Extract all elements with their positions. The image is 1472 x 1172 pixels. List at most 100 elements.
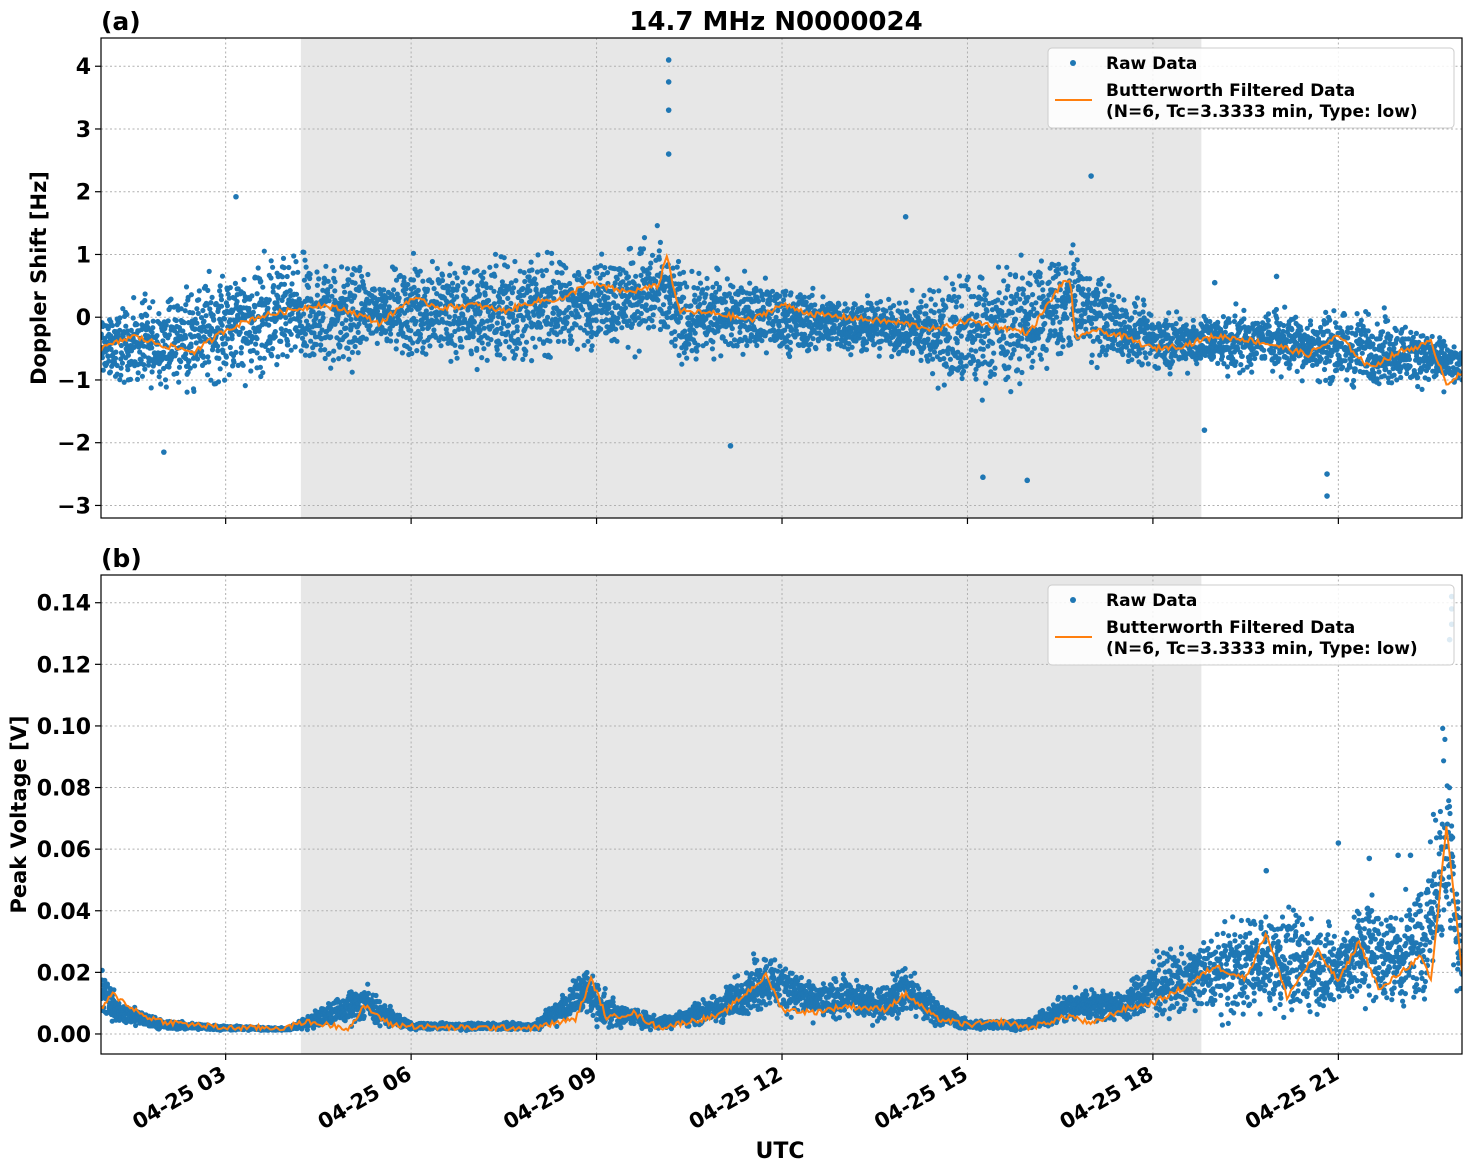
raw-data-point xyxy=(1104,322,1110,329)
raw-data-point xyxy=(217,283,223,289)
raw-data-point xyxy=(266,297,272,303)
raw-data-point xyxy=(622,305,629,311)
raw-data-point xyxy=(218,293,224,299)
raw-data-point xyxy=(1068,250,1074,256)
raw-data-point xyxy=(128,327,134,333)
raw-data-point xyxy=(166,332,172,338)
raw-data-point xyxy=(452,270,458,276)
raw-data-point xyxy=(1340,364,1346,370)
raw-data-point xyxy=(281,281,288,287)
raw-data-point xyxy=(680,269,687,275)
raw-data-point xyxy=(1038,258,1044,264)
raw-data-point xyxy=(144,312,150,319)
raw-data-point xyxy=(271,283,277,289)
raw-data-point xyxy=(555,322,561,328)
raw-data-point xyxy=(801,294,808,300)
raw-data-point xyxy=(554,331,560,338)
raw-data-point xyxy=(664,314,670,321)
raw-data-point xyxy=(1393,327,1399,334)
raw-data-point xyxy=(610,300,617,306)
raw-data-point xyxy=(826,346,832,352)
raw-data-point xyxy=(951,286,957,292)
raw-data-point xyxy=(1247,356,1253,362)
raw-data-point xyxy=(675,258,682,265)
raw-data-point xyxy=(420,326,426,332)
raw-data-point xyxy=(697,280,704,286)
raw-data-point xyxy=(724,276,730,282)
raw-data-point xyxy=(614,276,620,282)
raw-data-point xyxy=(547,354,553,360)
raw-data-point xyxy=(209,294,215,300)
raw-data-point xyxy=(1389,380,1395,386)
raw-data-point xyxy=(494,326,500,333)
raw-data-point xyxy=(953,304,959,310)
raw-data-point xyxy=(656,248,662,254)
raw-data-point xyxy=(740,351,746,357)
raw-data-point xyxy=(180,328,186,334)
raw-data-point xyxy=(625,274,632,280)
raw-data-point xyxy=(423,351,429,357)
raw-data-point xyxy=(390,315,396,321)
raw-data-point xyxy=(260,284,266,290)
raw-data-point xyxy=(224,303,230,309)
raw-data-point xyxy=(293,259,299,265)
raw-data-point xyxy=(283,315,289,321)
raw-data-point xyxy=(842,301,848,307)
raw-data-point xyxy=(695,342,701,348)
raw-data-point xyxy=(141,353,147,359)
raw-data-point xyxy=(1040,293,1046,299)
raw-data-point xyxy=(976,300,982,307)
raw-data-point xyxy=(270,264,276,270)
raw-data-point xyxy=(1001,278,1007,284)
raw-data-point xyxy=(405,281,411,288)
raw-data-point xyxy=(499,315,505,321)
raw-data-point xyxy=(1094,364,1100,371)
raw-data-point xyxy=(638,310,644,317)
raw-data-point xyxy=(677,285,683,292)
raw-data-point xyxy=(474,345,480,352)
raw-data-point xyxy=(149,369,155,375)
raw-data-point xyxy=(264,316,270,322)
raw-data-point xyxy=(454,355,460,361)
raw-data-point xyxy=(545,314,551,320)
raw-data-point xyxy=(1142,350,1148,356)
raw-data-point xyxy=(477,291,483,297)
raw-data-point xyxy=(549,284,555,290)
raw-data-point xyxy=(785,333,792,339)
raw-data-point xyxy=(974,312,980,318)
raw-data-point xyxy=(272,306,278,312)
raw-data-point xyxy=(1011,347,1017,353)
raw-data-point xyxy=(1016,356,1023,362)
raw-data-point xyxy=(318,342,324,348)
raw-data-point xyxy=(940,297,946,303)
raw-data-point xyxy=(311,352,317,358)
raw-data-point xyxy=(165,318,171,324)
raw-data-point xyxy=(951,293,957,300)
raw-data-point xyxy=(1289,327,1295,333)
raw-data-point xyxy=(322,347,328,353)
raw-data-point xyxy=(971,293,977,300)
raw-data-point xyxy=(1019,369,1025,376)
raw-data-point xyxy=(1219,353,1225,360)
raw-data-point xyxy=(1167,371,1173,377)
raw-data-point xyxy=(445,290,451,296)
raw-data-point xyxy=(689,348,695,354)
raw-data-point xyxy=(1025,321,1031,327)
raw-data-point xyxy=(682,328,688,334)
raw-data-point xyxy=(653,278,659,284)
raw-data-point xyxy=(632,354,638,360)
raw-data-point xyxy=(346,356,352,362)
raw-data-point xyxy=(311,330,317,336)
raw-data-point xyxy=(1017,296,1023,302)
raw-data-points xyxy=(101,57,1462,499)
raw-data-point xyxy=(1371,370,1377,376)
raw-data-point xyxy=(250,347,256,354)
raw-data-point xyxy=(965,274,971,280)
raw-data-point xyxy=(454,294,460,300)
raw-data-point xyxy=(325,278,331,284)
raw-data-point xyxy=(168,296,174,302)
raw-data-point xyxy=(434,291,440,297)
raw-data-point xyxy=(598,263,604,269)
raw-data-point xyxy=(1031,345,1038,351)
